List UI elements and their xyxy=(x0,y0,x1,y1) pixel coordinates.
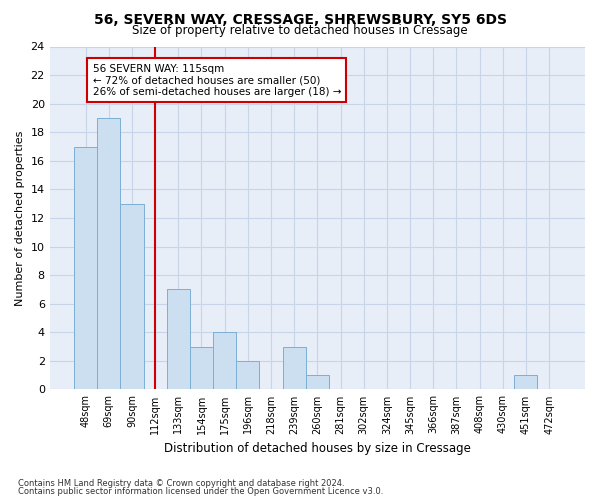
Bar xyxy=(167,290,190,390)
Bar xyxy=(213,332,236,390)
Bar xyxy=(74,146,97,390)
Text: Size of property relative to detached houses in Cressage: Size of property relative to detached ho… xyxy=(132,24,468,37)
Text: 56, SEVERN WAY, CRESSAGE, SHREWSBURY, SY5 6DS: 56, SEVERN WAY, CRESSAGE, SHREWSBURY, SY… xyxy=(94,12,506,26)
Text: Contains HM Land Registry data © Crown copyright and database right 2024.: Contains HM Land Registry data © Crown c… xyxy=(18,478,344,488)
Bar xyxy=(97,118,121,390)
Bar xyxy=(306,375,329,390)
Bar xyxy=(236,361,259,390)
Bar xyxy=(514,375,538,390)
Bar xyxy=(121,204,143,390)
Text: Contains public sector information licensed under the Open Government Licence v3: Contains public sector information licen… xyxy=(18,487,383,496)
Y-axis label: Number of detached properties: Number of detached properties xyxy=(15,130,25,306)
X-axis label: Distribution of detached houses by size in Cressage: Distribution of detached houses by size … xyxy=(164,442,471,455)
Bar xyxy=(283,346,306,390)
Text: 56 SEVERN WAY: 115sqm
← 72% of detached houses are smaller (50)
26% of semi-deta: 56 SEVERN WAY: 115sqm ← 72% of detached … xyxy=(92,64,341,97)
Bar xyxy=(190,346,213,390)
